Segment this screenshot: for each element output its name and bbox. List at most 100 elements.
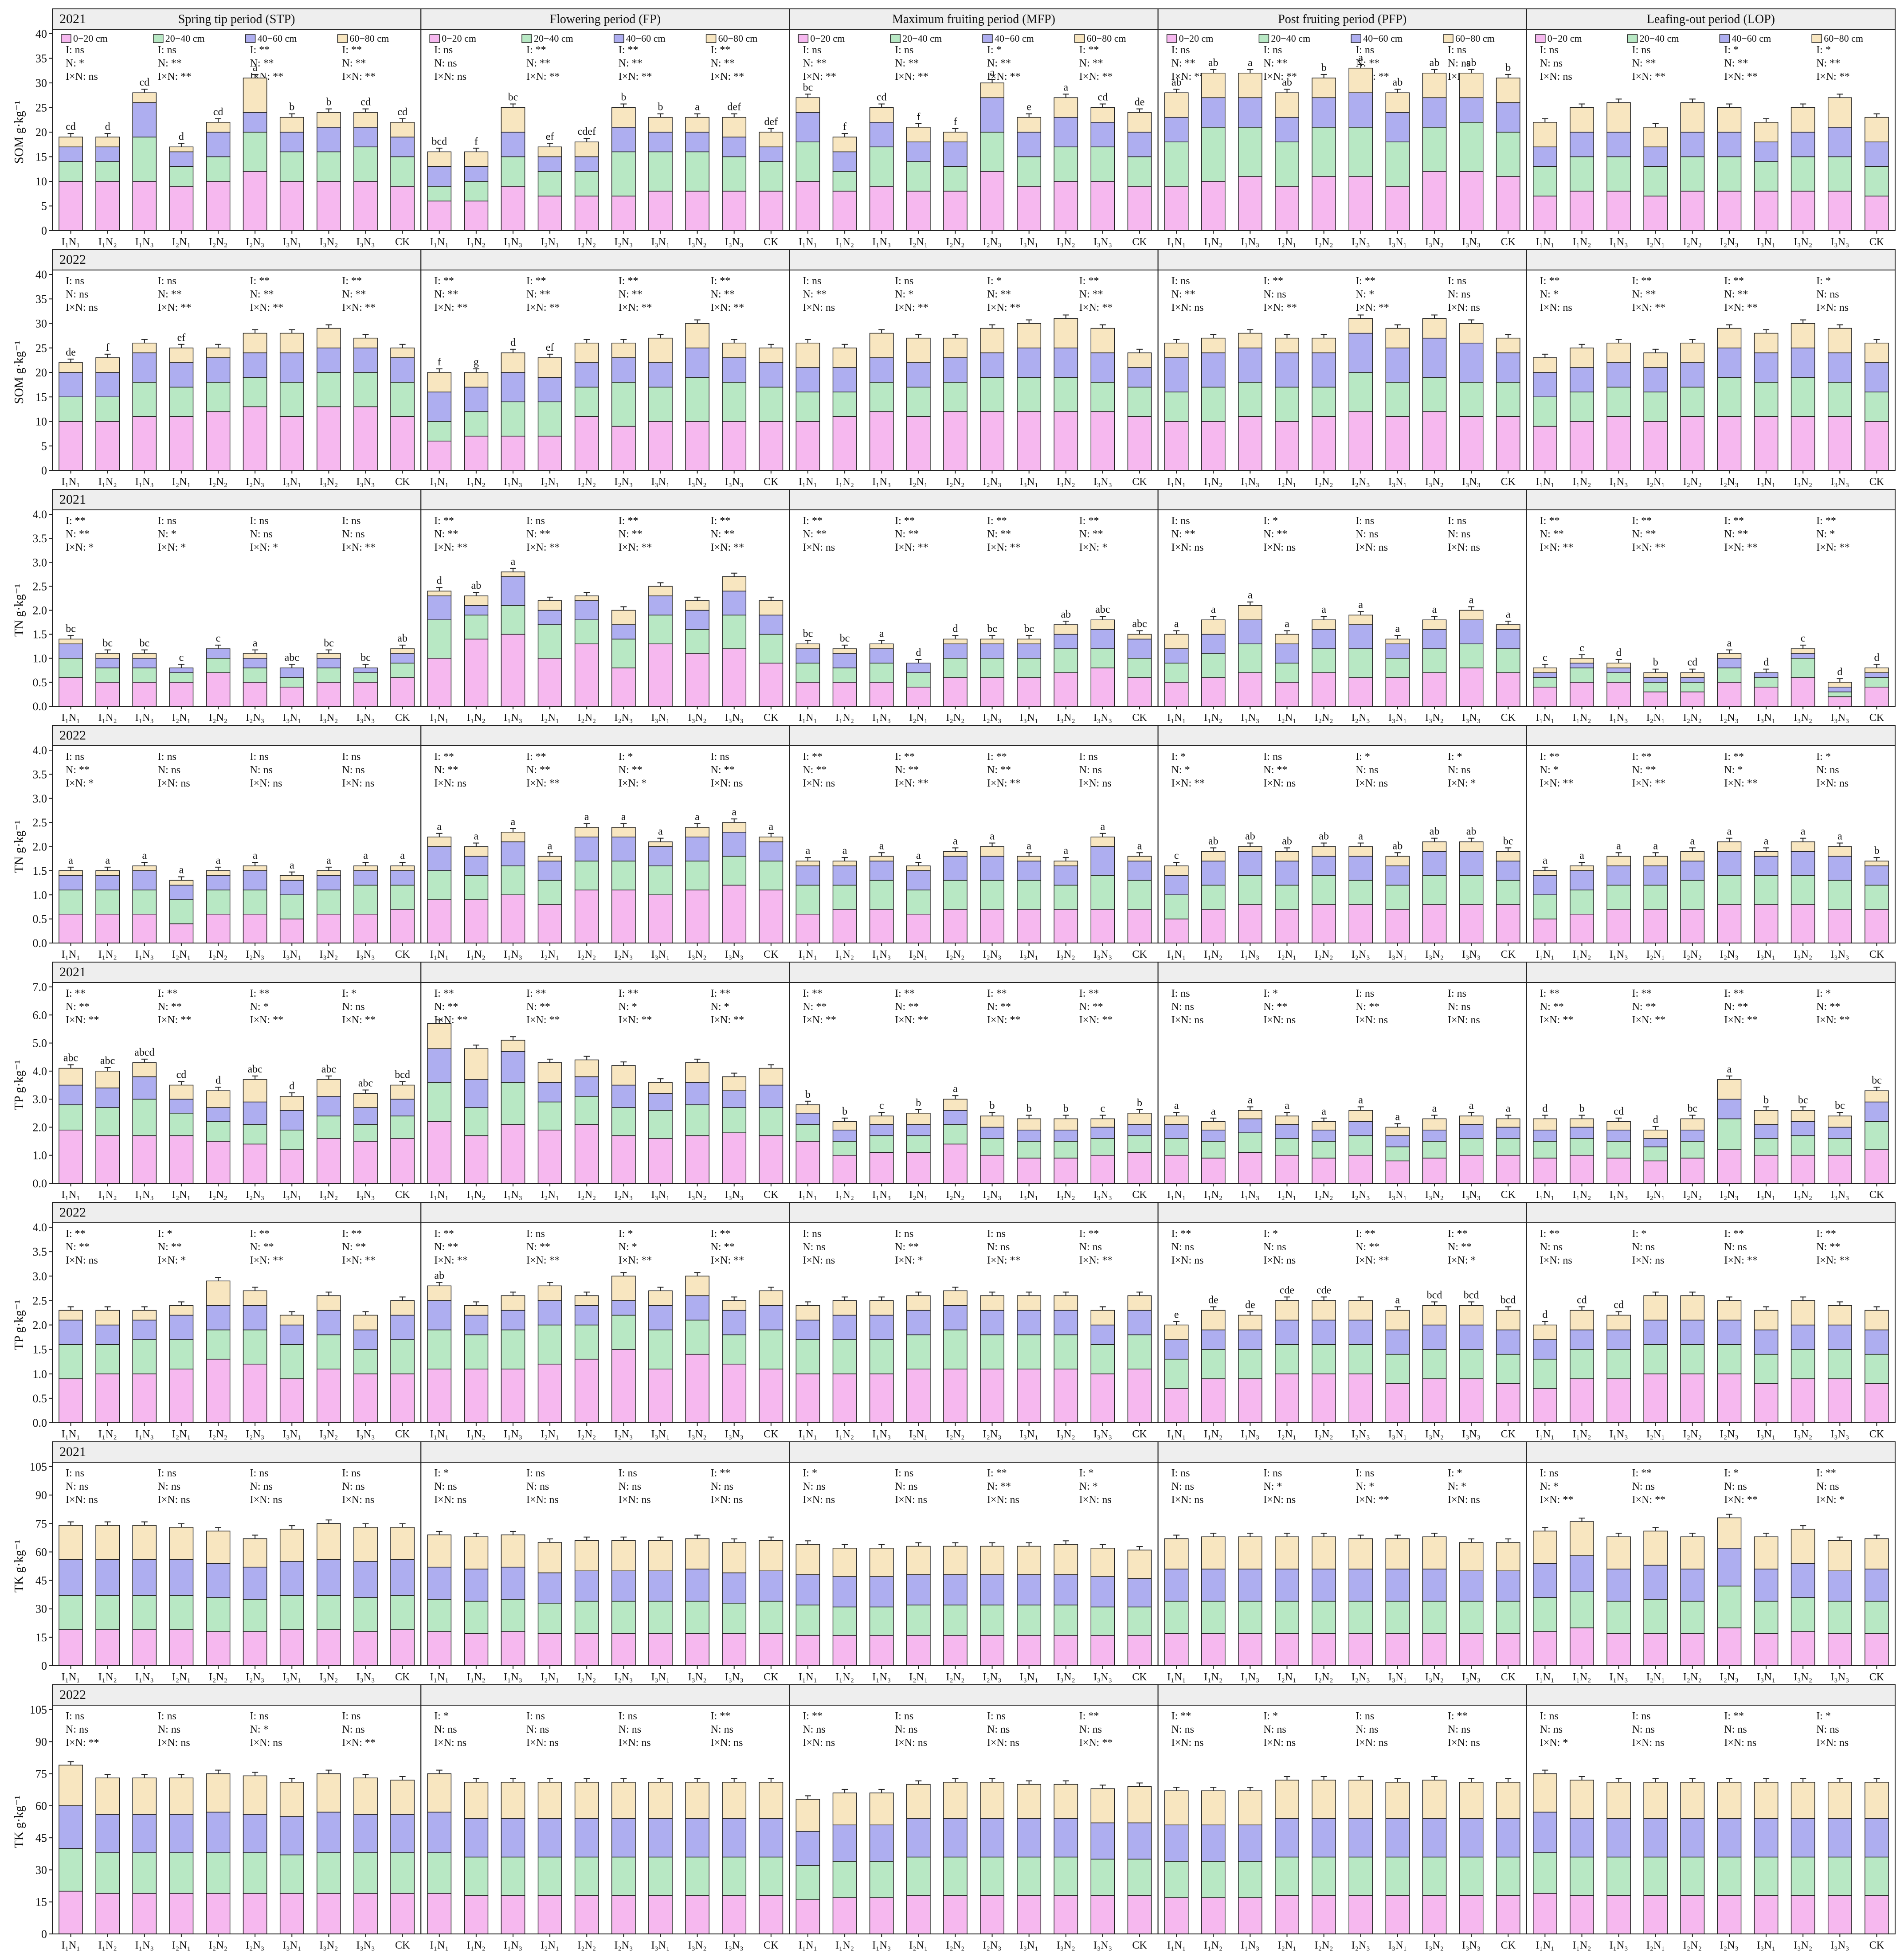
anova-stat: N: ** <box>342 289 366 300</box>
bar-segment <box>832 151 857 172</box>
anova-stat: N: ns <box>619 1724 641 1735</box>
bar-segment <box>1348 614 1373 625</box>
bar-segment <box>169 1099 194 1114</box>
bar-segment <box>501 352 525 373</box>
x-tick-label: I₃N₁ <box>1757 712 1775 724</box>
bar-segment <box>464 1368 489 1423</box>
period-title: Leafing-out period (LOP) <box>1647 12 1775 26</box>
anova-stat: I×N: ** <box>987 778 1021 789</box>
bar-segment <box>648 841 673 847</box>
x-tick-label: I₁N₂ <box>835 1940 854 1951</box>
bar-segment <box>574 1295 599 1306</box>
bar-segment <box>132 658 157 669</box>
bar-segment <box>1127 1368 1152 1423</box>
bar-segment <box>464 899 489 943</box>
significance-letter: cd <box>66 121 76 133</box>
bar-segment <box>1496 1127 1520 1139</box>
anova-stat: I: ** <box>803 988 823 999</box>
bar-segment <box>980 677 1004 707</box>
bar-segment <box>279 1561 304 1596</box>
bar-segment <box>1275 421 1299 471</box>
panel-3: Maximum fruiting period (MFP)0−20 cm 20−4… <box>789 8 1159 248</box>
bar-segment <box>1164 1861 1189 1898</box>
bar-segment <box>427 591 452 596</box>
bar-segment <box>648 595 673 616</box>
bar-segment <box>1385 1633 1410 1666</box>
bar-segment <box>1865 141 1889 167</box>
x-tick-label: I₁N₂ <box>467 712 486 724</box>
bar-segment <box>317 870 341 876</box>
anova-stat: I: ** <box>1724 751 1744 763</box>
anova-stat: N: ** <box>711 58 735 69</box>
anova-stat: N: * <box>1356 1481 1374 1492</box>
x-tick-label: I₃N₁ <box>1757 949 1775 960</box>
bar-segment <box>574 416 599 471</box>
bar-segment <box>427 1023 452 1049</box>
bar-segment <box>537 1130 562 1184</box>
bar-segment <box>1606 662 1631 669</box>
bar-segment <box>390 122 415 137</box>
anova-stat: N: * <box>250 1724 269 1735</box>
bar-segment <box>1017 861 1042 881</box>
bar-segment <box>1459 875 1484 905</box>
bar-segment <box>1422 1130 1447 1142</box>
x-tick-label: I₁N₁ <box>799 1429 817 1440</box>
bar-segment <box>869 357 894 383</box>
anova-stat: N: ns <box>1816 1481 1839 1492</box>
anova-stat: I: ns <box>1540 44 1559 56</box>
legend-label: 0−20 cm <box>1547 33 1582 44</box>
significance-letter: cd <box>213 106 223 118</box>
year-label: 2022 <box>59 252 86 267</box>
bar-segment <box>722 421 747 471</box>
significance-letter: a <box>1248 57 1253 69</box>
bar-segment <box>1680 191 1705 231</box>
x-tick-label: I₁N₂ <box>98 712 117 724</box>
bar-segment <box>1238 605 1262 620</box>
bar-segment <box>169 1559 194 1596</box>
anova-stat: I×N: ns <box>1171 1494 1204 1506</box>
bar-segment <box>95 161 120 182</box>
bar-segment <box>1275 1138 1299 1156</box>
bar-segment <box>1643 885 1668 910</box>
anova-stat: I×N: ** <box>250 302 284 313</box>
significance-letter: bc <box>508 92 518 103</box>
x-tick-label: I₂N₂ <box>1315 1671 1333 1683</box>
anova-stat: I×N: ** <box>1263 302 1297 313</box>
bar-segment <box>206 181 231 231</box>
bar-segment <box>611 667 636 707</box>
bar-segment <box>390 1300 415 1316</box>
x-tick-label: I₃N₁ <box>1020 1940 1038 1951</box>
bar-segment <box>1385 1135 1410 1147</box>
significance-letter: a <box>1321 604 1326 615</box>
bar-segment <box>869 682 894 707</box>
bar-segment <box>1459 1155 1484 1184</box>
y-tick-label: 1.5 <box>33 628 47 641</box>
bar-segment <box>1348 176 1373 231</box>
bar-segment <box>759 132 784 148</box>
anova-stat: I×N: * <box>66 542 94 553</box>
anova-stat: I: ns <box>711 751 729 763</box>
bar-segment <box>906 161 931 192</box>
bar-segment <box>685 1569 709 1602</box>
anova-stat: I: ** <box>342 275 362 287</box>
bar-segment <box>59 643 83 659</box>
bar-segment <box>1459 1138 1484 1156</box>
bar-segment <box>427 1812 452 1853</box>
x-tick-label: I₃N₁ <box>1757 1940 1775 1951</box>
bar-segment <box>1606 1315 1631 1331</box>
bar-segment <box>1054 634 1078 649</box>
bar-segment <box>1496 1138 1520 1156</box>
bar-segment <box>279 1149 304 1184</box>
bar-segment <box>1459 1542 1484 1571</box>
bar-segment <box>95 1071 120 1088</box>
bar-segment <box>1127 677 1152 707</box>
bar-segment <box>1090 411 1115 471</box>
anova-stat: I×N: ns <box>1448 1014 1480 1026</box>
bar-segment <box>1312 1633 1336 1666</box>
bar-segment <box>1054 318 1078 348</box>
x-tick-label: I₃N₂ <box>1794 236 1812 248</box>
x-tick-label: I₃N₃ <box>356 949 375 960</box>
x-tick-label: I₁N₃ <box>135 476 154 488</box>
x-tick-label: I₂N₃ <box>983 236 1002 248</box>
bar-segment <box>501 132 525 157</box>
